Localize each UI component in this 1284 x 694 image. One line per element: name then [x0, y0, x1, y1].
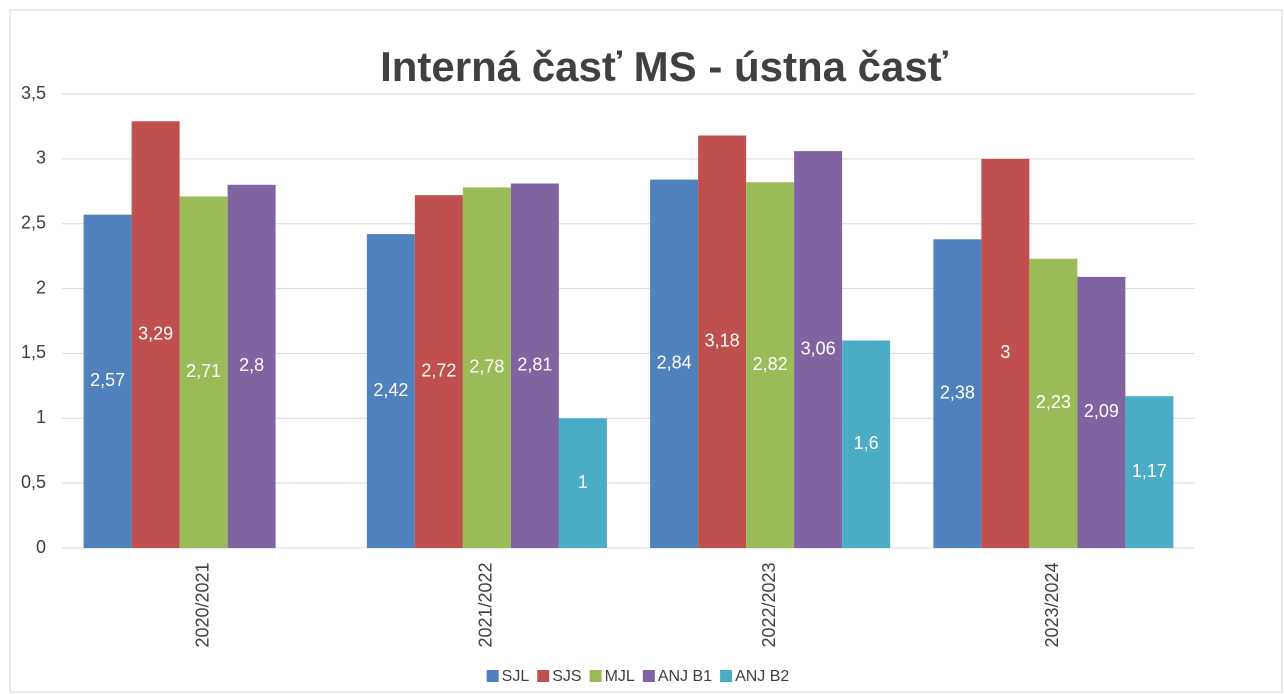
bar	[794, 151, 843, 548]
bar	[462, 187, 511, 548]
bar	[83, 214, 132, 549]
legend-swatch	[486, 670, 499, 682]
x-tick-label: 2021/2022	[476, 562, 496, 647]
legend-swatch	[589, 670, 602, 682]
x-tick-label: 2020/2021	[192, 562, 212, 647]
value-label: 3	[1000, 342, 1010, 362]
value-label: 2,81	[517, 355, 552, 375]
y-tick-label: 2	[36, 277, 46, 297]
value-label: 2,57	[90, 370, 125, 390]
bar	[650, 179, 699, 548]
value-label: 2,38	[940, 382, 975, 402]
x-tick-label: 2022/2023	[759, 562, 779, 647]
legend-swatch	[720, 670, 733, 682]
bar	[131, 121, 180, 549]
bar	[933, 239, 982, 548]
bar	[366, 234, 415, 548]
bar	[414, 195, 463, 549]
bar	[842, 340, 891, 548]
bar	[179, 196, 228, 548]
value-label: 2,84	[657, 353, 692, 373]
bar	[981, 158, 1030, 548]
legend-swatch	[537, 670, 550, 682]
bar	[1029, 258, 1078, 548]
value-label: 2,78	[469, 356, 504, 376]
value-label: 3,18	[705, 331, 740, 351]
bar	[698, 135, 747, 548]
x-tick-label: 2023/2024	[1042, 562, 1062, 647]
y-tick-label: 1	[36, 407, 46, 427]
bar	[227, 184, 276, 549]
value-label: 2,23	[1036, 392, 1071, 412]
legend-label: SJL	[502, 668, 530, 685]
legend-label: ANJ B2	[735, 668, 789, 685]
value-label: 1,17	[1132, 461, 1167, 481]
value-label: 2,71	[186, 361, 221, 381]
bar	[746, 182, 795, 548]
legend-label: MJL	[605, 668, 635, 685]
value-label: 1,6	[854, 433, 879, 453]
value-label: 2,82	[753, 354, 788, 374]
bar	[558, 418, 607, 548]
value-label: 2,42	[373, 380, 408, 400]
bar	[1125, 396, 1174, 548]
y-tick-label: 3	[36, 148, 46, 168]
legend-label: SJS	[552, 668, 581, 685]
y-tick-label: 1,5	[21, 342, 46, 362]
value-label: 2,8	[239, 355, 264, 375]
y-tick-label: 3,5	[21, 83, 46, 103]
bar	[1077, 276, 1126, 548]
value-label: 2,09	[1084, 401, 1119, 421]
chart-title: Interná časť MS - ústna časť	[380, 43, 949, 90]
y-tick-label: 2,5	[21, 212, 46, 232]
value-label: 2,72	[421, 360, 456, 380]
legend-label: ANJ B1	[658, 668, 712, 685]
legend-swatch	[642, 670, 655, 682]
value-label: 1	[578, 472, 588, 492]
y-tick-label: 0,5	[21, 472, 46, 492]
bar	[510, 183, 559, 548]
value-label: 3,06	[801, 338, 836, 358]
y-tick-label: 0	[36, 537, 46, 557]
value-label: 3,29	[138, 323, 173, 343]
